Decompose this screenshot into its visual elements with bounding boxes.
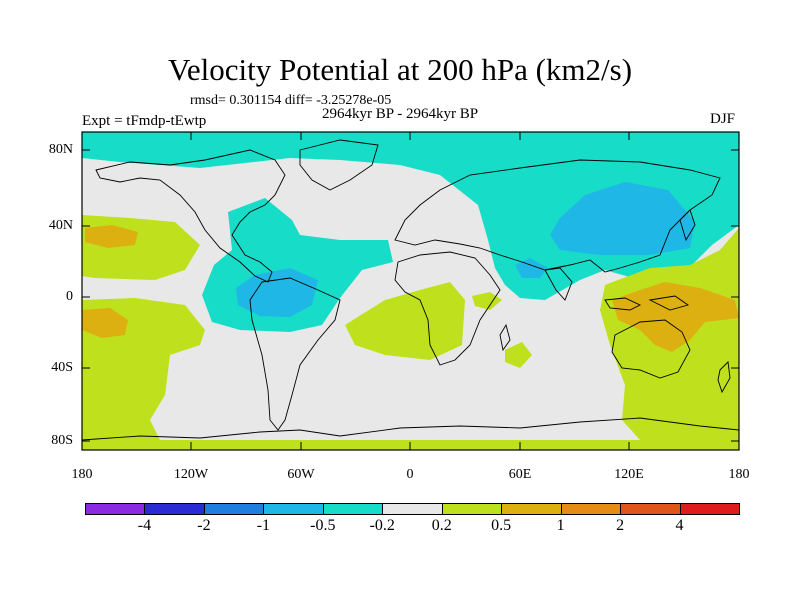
colorbar-label: 0.5 (491, 517, 512, 534)
green-south-strip (82, 430, 739, 450)
lat-label-80n: 80N (48, 142, 73, 157)
green-africa-region (345, 282, 465, 360)
lon-label-60e: 60E (508, 467, 532, 482)
colorbar-label: -1 (256, 517, 271, 534)
cyan-north-region (82, 132, 739, 300)
colorbar-label: -0.2 (369, 517, 395, 534)
stats-label: rmsd= 0.301154 diff= -3.25278e-05 (190, 93, 392, 108)
colorbar-swatch (203, 503, 265, 515)
colorbar-label: 4 (675, 517, 684, 534)
colorbar-swatch (620, 503, 681, 515)
colorbar-label: 2 (616, 517, 625, 534)
lon-label-180e: 180 (728, 467, 750, 482)
colorbar-swatch (501, 503, 562, 515)
lat-label-40s: 40S (51, 360, 73, 375)
season-label: DJF (710, 111, 736, 127)
green-madagascar-region (505, 342, 532, 368)
period-label: 2964kyr BP - 2964kyr BP (322, 106, 479, 122)
lat-label-40n: 40N (48, 218, 73, 233)
lon-label-120e: 120E (614, 467, 644, 482)
orange-maritime-blob (612, 282, 739, 352)
colorbar-swatch (560, 503, 622, 515)
orange-southwest-blob (82, 308, 128, 338)
axis-ticks (81, 132, 740, 450)
blue-asia-region (550, 182, 695, 255)
colorbar-swatch (322, 503, 384, 515)
lat-label-80s: 80S (51, 433, 73, 448)
lon-label-120w: 120W (173, 467, 209, 482)
experiment-label: Expt = tFmdp-tEwtp (82, 113, 207, 129)
colorbar-swatch (382, 503, 443, 515)
colorbar-label: -0.5 (310, 517, 336, 534)
contour-field (82, 132, 739, 450)
lon-label-180w: 180 (71, 467, 93, 482)
lon-label-0: 0 (406, 467, 414, 482)
colorbar-swatch (263, 503, 324, 515)
colorbar-label: -4 (137, 517, 152, 534)
blue-south-america-region (236, 268, 318, 317)
colorbar-label: 1 (556, 517, 565, 534)
colorbar-swatch (679, 503, 740, 515)
lat-label-0: 0 (66, 289, 73, 304)
colorbar-label: -2 (197, 517, 211, 534)
colorbar-swatch (441, 503, 503, 515)
blue-arabia-region (515, 258, 548, 278)
coastlines (82, 139, 739, 441)
figure-title: Velocity Potential at 200 hPa (km2/s) (167, 52, 633, 87)
colorbar-swatch (85, 503, 146, 515)
colorbar-swatch (144, 503, 205, 515)
orange-northwest-blob (85, 225, 138, 248)
colorbar-label: 0.2 (431, 517, 452, 534)
green-small-region (472, 292, 502, 310)
lon-label-60w: 60W (287, 467, 315, 482)
